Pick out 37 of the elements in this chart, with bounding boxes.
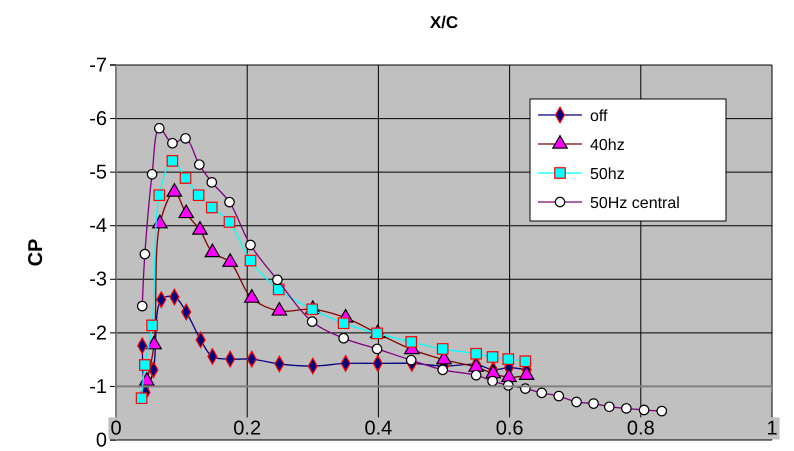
x-tick-label: 0.4 — [364, 417, 392, 440]
x-tick-label: 0 — [110, 417, 122, 440]
x-tick-label: 0.2 — [233, 417, 262, 440]
point — [139, 359, 151, 371]
y-tick-label: -6 — [89, 108, 107, 130]
legend-label: 50hz — [590, 166, 625, 183]
x-tick-label: 0.8 — [626, 417, 655, 440]
point — [272, 284, 285, 296]
y-tick-label: -4 — [89, 215, 107, 238]
chart-title: X/C — [430, 13, 458, 32]
legend-label: 50Hz central — [590, 195, 680, 212]
point — [520, 355, 532, 368]
point — [486, 351, 498, 363]
point — [146, 320, 158, 332]
legend-label: 40hz — [590, 137, 625, 154]
point — [244, 254, 256, 266]
y-tick-label: -5 — [89, 162, 107, 184]
y-axis-title: CP — [25, 238, 47, 266]
point — [192, 189, 204, 202]
x-tick-label: 0.6 — [496, 417, 524, 440]
legend-label: off — [590, 108, 608, 125]
y-tick-label: -2 — [89, 322, 107, 344]
y-tick-label: -7 — [89, 54, 107, 76]
point — [224, 216, 236, 228]
point — [166, 155, 178, 167]
point — [470, 348, 482, 360]
point — [136, 392, 148, 404]
point — [338, 317, 350, 330]
point — [405, 336, 418, 348]
point — [502, 353, 514, 365]
y-tick-label: -3 — [89, 268, 107, 291]
y-tick-label: -1 — [89, 376, 107, 398]
x-tick-label: 1 — [766, 417, 778, 440]
point — [436, 343, 449, 355]
point — [206, 202, 218, 214]
point — [153, 189, 166, 202]
point — [180, 172, 192, 184]
